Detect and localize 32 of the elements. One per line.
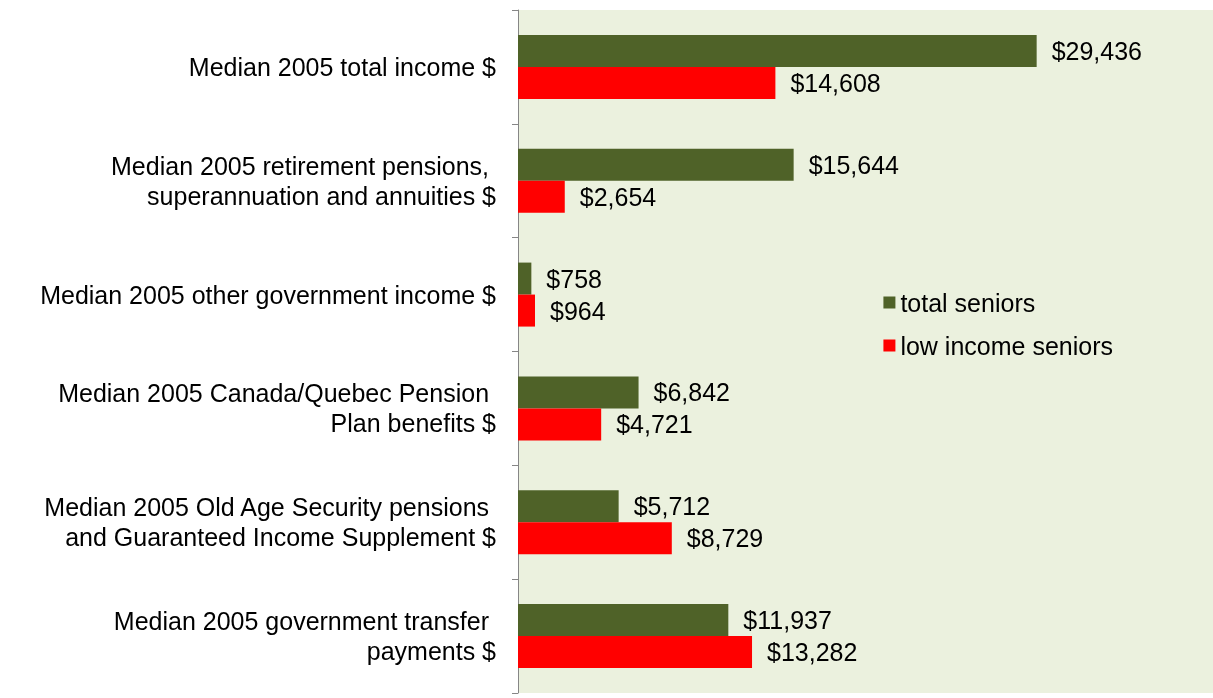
y-tick-label: Median 2005 Old Age Security pensions and Guaranteed Income Supplement $ <box>44 493 497 552</box>
legend-label: low income seniors <box>900 331 1114 360</box>
data-label: $8,729 <box>686 524 764 553</box>
data-label: $758 <box>546 264 602 293</box>
y-tick-label: Median 2005 retirement pensions, superannuation and annuities $ <box>111 151 497 210</box>
bar <box>518 376 639 409</box>
bar <box>518 522 672 555</box>
data-label: $29,436 <box>1051 36 1143 65</box>
data-label: $15,644 <box>808 150 900 179</box>
bar <box>518 262 532 295</box>
data-label: $2,654 <box>579 182 657 211</box>
bar <box>518 604 729 637</box>
bar <box>518 636 753 669</box>
y-tick-label: Median 2005 other government income $ <box>40 280 497 309</box>
data-label: $5,712 <box>633 492 711 521</box>
legend-label: total seniors <box>900 288 1036 317</box>
bar <box>518 490 619 523</box>
bar <box>518 66 776 99</box>
data-label: $14,608 <box>790 68 881 97</box>
data-label: $13,282 <box>767 638 858 667</box>
bar <box>518 34 1037 67</box>
bar <box>518 408 602 441</box>
data-label: $11,937 <box>743 606 832 635</box>
data-label: $4,721 <box>616 410 693 439</box>
y-tick-label: Median 2005 government transfer payments $ <box>113 607 497 666</box>
data-label: $964 <box>549 296 606 325</box>
bar <box>518 180 565 213</box>
data-label: $6,842 <box>653 378 731 407</box>
y-tick-label: Median 2005 Canada/Quebec Pension Plan benefits $ <box>58 379 497 438</box>
bar <box>518 294 535 327</box>
bar <box>518 148 794 181</box>
y-tick-label: Median 2005 total income $ <box>188 52 497 81</box>
